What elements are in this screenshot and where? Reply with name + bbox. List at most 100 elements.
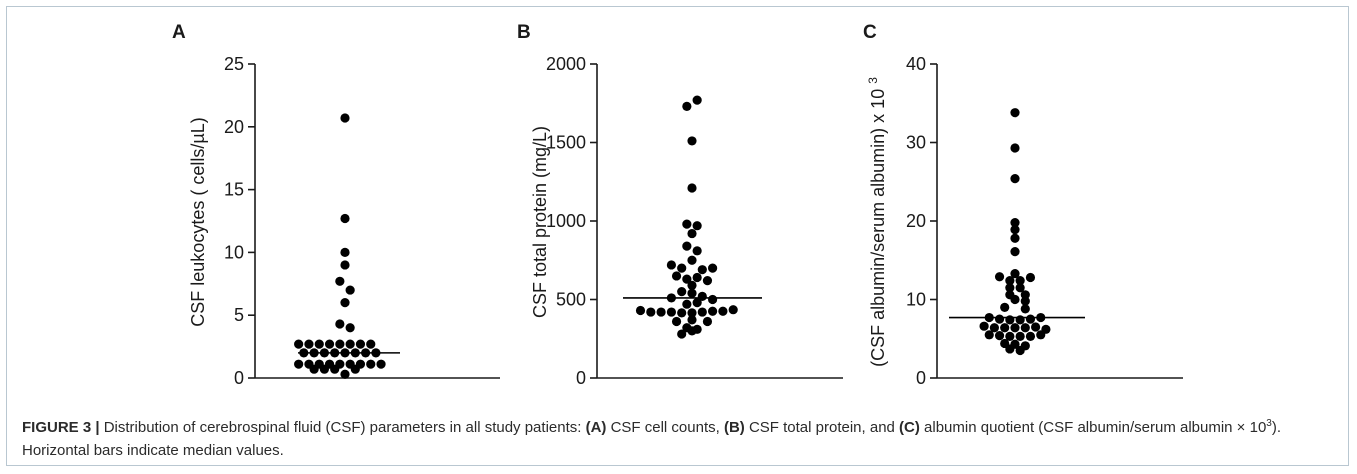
y-tick-label: 40 xyxy=(906,54,926,74)
data-point xyxy=(1025,272,1036,283)
data-point xyxy=(340,369,350,379)
y-tick-label: 2000 xyxy=(546,54,586,74)
y-tick-label: 5 xyxy=(234,305,244,325)
data-point xyxy=(687,228,697,239)
data-point xyxy=(718,306,728,316)
data-point xyxy=(1010,108,1020,118)
panel-b: B CSF total protein (mg/L) 0 500 1000 1500 2… xyxy=(517,22,843,388)
data-point xyxy=(692,272,702,283)
figure-caption: FIGURE 3 | Distribution of cerebrospinal… xyxy=(22,412,1332,462)
data-point xyxy=(1000,302,1010,312)
data-point xyxy=(1005,283,1015,293)
data-point xyxy=(1010,225,1020,235)
data-point xyxy=(376,359,386,369)
data-point xyxy=(682,219,692,229)
data-point xyxy=(646,307,656,317)
data-point xyxy=(682,299,692,309)
data-point xyxy=(671,271,682,281)
caption-figure-label: FIGURE 3 | xyxy=(22,419,100,436)
charts-svg: A CSF leukocytes ( cells/µL) 0510152025 … xyxy=(172,22,1183,388)
caption-exponent: 3 xyxy=(1266,418,1272,429)
data-point xyxy=(340,247,350,257)
figure-frame xyxy=(6,6,1349,466)
data-point xyxy=(708,306,718,316)
data-point xyxy=(702,316,713,327)
y-tick-label: 20 xyxy=(224,117,244,137)
data-point xyxy=(687,288,697,298)
data-point xyxy=(656,307,666,317)
data-point xyxy=(1015,315,1025,325)
data-point xyxy=(687,326,697,336)
data-point xyxy=(692,221,702,231)
panel-c-ylabel: (CSF albumin/serum albumin) x 10 3 xyxy=(866,77,888,367)
data-point xyxy=(1025,331,1036,341)
data-point xyxy=(1005,331,1015,341)
data-point xyxy=(1005,344,1015,354)
data-point xyxy=(1020,323,1030,333)
data-point xyxy=(682,274,692,284)
data-point xyxy=(345,339,355,349)
caption-c-tag: (C) xyxy=(899,419,920,436)
data-point xyxy=(1010,247,1020,257)
data-point xyxy=(1010,233,1020,243)
y-tick-label: 1000 xyxy=(546,211,586,231)
data-point xyxy=(692,298,702,308)
data-point xyxy=(1010,174,1020,184)
data-point xyxy=(1000,323,1010,333)
data-point xyxy=(1020,296,1030,306)
data-point xyxy=(666,260,677,270)
data-point xyxy=(294,359,304,369)
caption-a-text: CSF cell counts, xyxy=(606,419,724,436)
data-point xyxy=(1005,315,1015,325)
data-point xyxy=(345,285,355,295)
data-point xyxy=(335,339,345,349)
data-point xyxy=(687,308,697,318)
panel-c-letter: C xyxy=(863,22,877,43)
data-point xyxy=(1036,330,1046,340)
y-tick-label: 1500 xyxy=(546,133,586,153)
data-point xyxy=(687,183,697,193)
data-point xyxy=(677,308,687,318)
data-point xyxy=(692,95,702,105)
panel-b-ylabel: CSF total protein (mg/L) xyxy=(530,126,550,318)
panel-a: A CSF leukocytes ( cells/µL) 0 5 10 15 20 25 xyxy=(172,22,500,388)
panel-a-letter: A xyxy=(172,22,186,43)
caption-a-tag: (A) xyxy=(585,419,607,436)
y-tick-label: 10 xyxy=(224,242,244,262)
data-point xyxy=(314,339,324,349)
caption-intro: Distribution of cerebrospinal fluid (CSF… xyxy=(99,419,586,436)
data-point xyxy=(697,265,707,275)
data-point xyxy=(1010,217,1020,228)
data-point xyxy=(335,276,345,286)
data-point xyxy=(340,213,350,224)
caption-tail: ). Horizontal bars indicate median value… xyxy=(22,419,1282,459)
data-point xyxy=(994,314,1005,324)
data-point xyxy=(304,339,314,349)
data-point xyxy=(1015,276,1025,286)
panel-c-ylabel-text: (CSF albumin/serum albumin) x 10 xyxy=(868,84,888,367)
data-point xyxy=(677,329,687,339)
data-point xyxy=(682,101,692,111)
data-point xyxy=(1031,322,1041,332)
data-point xyxy=(666,307,677,317)
data-point xyxy=(309,364,319,374)
data-point xyxy=(1010,294,1020,305)
caption-c-text: albumin quotient (CSF albumin/serum albu… xyxy=(919,419,1267,436)
y-tick-label: 0 xyxy=(576,368,586,388)
data-point xyxy=(335,319,345,329)
panel-c-ylabel-exp: 3 xyxy=(866,77,880,84)
data-point xyxy=(1015,283,1025,293)
data-point xyxy=(979,321,989,331)
y-tick-label: 20 xyxy=(906,211,926,231)
data-point xyxy=(989,323,1000,333)
data-point xyxy=(350,364,360,374)
data-point xyxy=(345,323,355,333)
y-tick-label: 10 xyxy=(906,290,926,310)
data-point xyxy=(1010,323,1020,333)
data-point xyxy=(697,307,707,317)
y-tick-label: 0 xyxy=(234,368,244,388)
data-point xyxy=(994,272,1005,282)
data-point xyxy=(702,276,713,286)
caption-b-text: CSF total protein, and xyxy=(744,419,900,436)
data-point xyxy=(340,298,350,308)
